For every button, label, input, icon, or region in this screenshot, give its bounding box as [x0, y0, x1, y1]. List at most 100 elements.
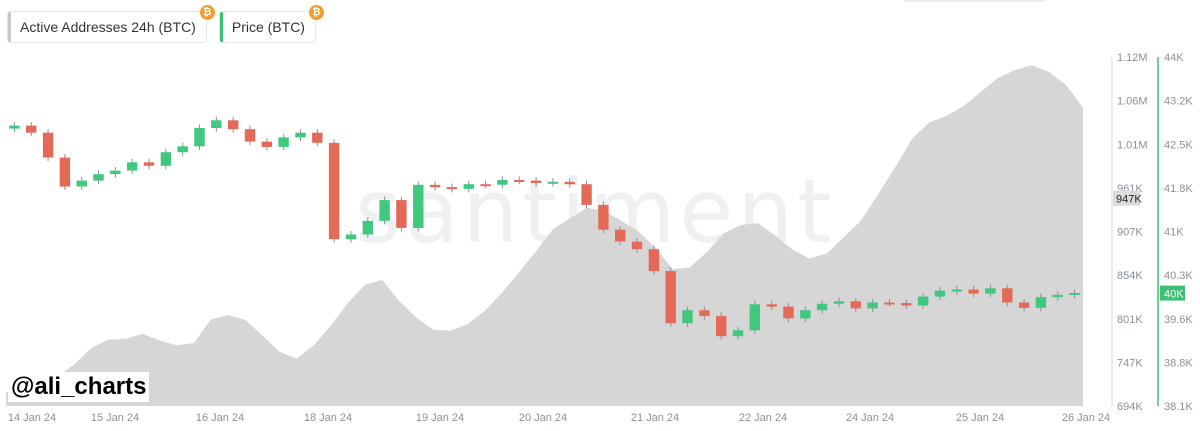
x-axis-tick: 26 Jan 24	[1062, 412, 1110, 424]
price-candle	[564, 181, 575, 185]
x-axis-tick: 18 Jan 24	[304, 412, 352, 424]
x-axis-tick: 19 Jan 24	[416, 412, 464, 424]
price-candle	[934, 290, 946, 297]
legend-color-price	[219, 12, 223, 42]
price-candle	[1002, 288, 1013, 303]
price-candle	[648, 249, 660, 272]
price-candle	[985, 288, 996, 294]
price-candle	[1069, 293, 1080, 295]
price-candle	[345, 234, 357, 240]
price-candle	[1052, 294, 1063, 298]
legend-label-active-addresses: Active Addresses 24h (BTC)	[20, 19, 196, 35]
price-candle	[884, 302, 895, 305]
price-candle	[530, 180, 542, 183]
price-candle	[615, 229, 626, 242]
addresses-axis-tick: 801K	[1117, 314, 1143, 326]
addresses-current-tag	[1113, 190, 1140, 206]
price-candle	[631, 241, 643, 250]
active-addresses-area	[6, 65, 1083, 406]
price-candle	[463, 184, 474, 189]
price-candle	[362, 220, 373, 235]
price-axis-tick: 43.2K	[1164, 96, 1193, 108]
price-candle	[194, 128, 205, 147]
price-candle	[816, 303, 828, 311]
price-candle	[413, 184, 424, 228]
addresses-axis-tick: 694K	[1117, 401, 1143, 413]
price-candle	[278, 137, 289, 147]
price-candle	[480, 184, 491, 187]
price-candle	[127, 162, 138, 171]
price-candle	[749, 304, 760, 331]
price-candle	[160, 152, 172, 166]
x-axis-tick: 15 Jan 24	[91, 412, 139, 424]
price-candle	[514, 180, 525, 182]
price-candle	[244, 129, 256, 142]
price-candle	[429, 184, 441, 188]
legend-color-active-addresses	[8, 12, 11, 42]
price-axis-tick: 39.6K	[1164, 314, 1193, 326]
price-candle	[26, 125, 37, 133]
price-axis-tick: 40.3K	[1164, 270, 1193, 282]
bitcoin-icon: ₿	[199, 5, 215, 20]
x-axis-tick: 21 Jan 24	[631, 412, 679, 424]
price-candle	[211, 120, 222, 128]
price-axis-tick: 42.5K	[1164, 139, 1193, 151]
price-candle	[917, 296, 929, 306]
x-axis-tick: 14 Jan 24	[8, 412, 56, 424]
price-candle	[446, 187, 458, 190]
top-divider	[905, 0, 1045, 2]
price-candle	[716, 316, 727, 337]
price-candle	[312, 132, 323, 143]
addresses-axis-tick: 1.12M	[1117, 52, 1148, 64]
price-candle	[1018, 302, 1030, 308]
price-candle	[396, 200, 407, 228]
price-candle	[9, 125, 20, 129]
addresses-axis-tick: 907K	[1117, 227, 1143, 239]
legend-label-price: Price (BTC)	[231, 19, 305, 35]
price-candle	[1035, 297, 1047, 308]
price-candle	[228, 120, 239, 130]
addresses-axis-tick: 854K	[1117, 270, 1143, 282]
price-candle	[261, 141, 272, 147]
price-candle	[328, 142, 340, 240]
price-candle	[497, 180, 508, 185]
legend-item-active-addresses[interactable]: Active Addresses 24h (BTC) ₿	[7, 5, 215, 43]
price-candle	[766, 304, 777, 307]
price-candle	[951, 289, 962, 292]
price-candle	[867, 302, 878, 309]
author-handle: @ali_charts	[8, 372, 150, 402]
addresses-axis-tick: 747K	[1117, 357, 1143, 369]
chart-legend: Active Addresses 24h (BTC) ₿ Price (BTC)…	[7, 5, 324, 43]
price-axis-tick: 44K	[1164, 52, 1184, 64]
price-candle	[783, 306, 794, 319]
x-axis-tick: 22 Jan 24	[739, 412, 787, 424]
price-candle	[581, 184, 592, 205]
price-axis-tick: 38.8K	[1164, 357, 1193, 369]
price-candle	[110, 170, 121, 175]
price-candle	[143, 162, 155, 166]
price-axis-tick: 38.1K	[1164, 401, 1193, 413]
price-current-value: 40K	[1164, 289, 1184, 301]
price-candle	[850, 301, 861, 309]
legend-item-price[interactable]: Price (BTC) ₿	[218, 5, 324, 43]
price-candle	[699, 310, 710, 317]
price-candle	[833, 301, 845, 304]
addresses-axis-tick: 1.01M	[1117, 139, 1148, 151]
price-candle	[59, 157, 71, 187]
price-candle	[177, 146, 188, 153]
price-candle	[901, 303, 912, 306]
price-candle	[379, 200, 390, 221]
price-candle	[295, 132, 306, 138]
price-candle	[42, 132, 54, 158]
addresses-current-value: 947K	[1116, 194, 1142, 206]
price-candle	[968, 289, 979, 294]
x-axis-tick: 24 Jan 24	[846, 412, 894, 424]
price-candle	[800, 310, 811, 319]
price-axis-tick: 41.8K	[1164, 183, 1193, 195]
x-axis-tick: 20 Jan 24	[519, 412, 567, 424]
bitcoin-icon: ₿	[308, 5, 324, 20]
addresses-axis-tick: 1.06M	[1117, 96, 1148, 108]
price-current-tag	[1160, 285, 1185, 301]
price-candle	[93, 174, 104, 181]
